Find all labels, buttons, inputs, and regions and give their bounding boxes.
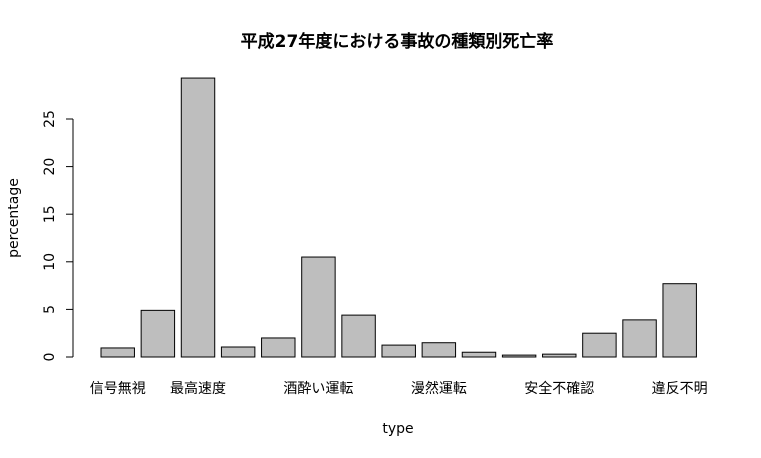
x-axis-label: type — [382, 421, 413, 437]
y-tick-label: 15 — [42, 205, 58, 223]
y-tick-label: 10 — [42, 253, 58, 271]
x-tick-label: 最高速度 — [170, 380, 226, 397]
bar — [180, 77, 216, 358]
bar — [421, 342, 457, 358]
bar — [622, 319, 657, 358]
bar — [381, 344, 416, 358]
bar — [461, 351, 497, 358]
bar — [301, 256, 336, 358]
chart-title: 平成27年度における事故の種類別死亡率 — [241, 31, 554, 52]
bar — [662, 283, 697, 358]
bar — [341, 314, 376, 358]
y-tick-label: 0 — [42, 353, 58, 362]
x-tick-label: 安全不確認 — [524, 380, 594, 397]
bar — [261, 337, 296, 358]
bar — [501, 354, 537, 358]
y-tick-label: 20 — [42, 158, 58, 176]
y-tick-label: 25 — [42, 110, 58, 128]
bar — [100, 347, 135, 358]
x-tick-label: 違反不明 — [652, 381, 708, 397]
x-tick-label: 信号無視 — [90, 381, 146, 397]
bar — [140, 309, 176, 358]
x-tick-label: 漫然運転 — [411, 380, 467, 397]
x-tick-label: 酒酔い運転 — [283, 381, 353, 397]
bar — [220, 346, 256, 358]
y-axis-label: percentage — [6, 178, 22, 258]
y-tick-label: 5 — [42, 305, 58, 314]
bar — [582, 332, 617, 358]
bar — [542, 353, 577, 358]
